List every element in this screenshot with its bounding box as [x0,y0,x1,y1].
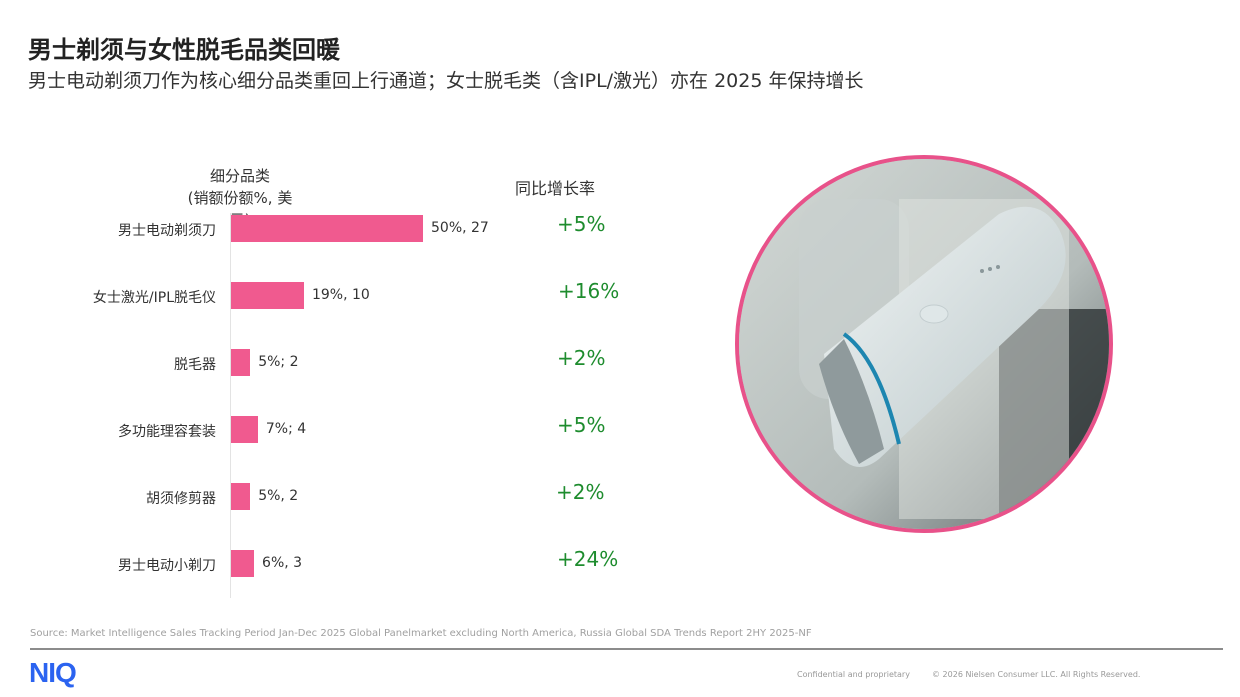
growth-rate: +2% [557,346,606,370]
page-title: 男士剃须与女性脱毛品类回暖 [28,36,340,64]
data-label: 5%, 2 [258,488,299,504]
data-label: 5%; 2 [258,354,299,370]
category-axis [230,213,231,598]
growth-rate: +16% [558,279,620,303]
growth-header: 同比增长率 [515,179,596,198]
bar [231,215,423,242]
growth-rate: +2% [556,480,605,504]
bar [231,349,251,376]
category-label: 胡须修剪器 [146,491,216,507]
confidential-note: Confidential and proprietary [797,670,910,679]
data-label: 7%; 4 [265,421,307,437]
category-label: 男士电动小剃刀 [118,558,216,574]
data-label: 6%, 3 [262,555,303,571]
bar [231,416,258,443]
bar [231,483,251,510]
bar [231,282,304,309]
data-label: 19%, 10 [311,287,370,303]
category-label: 女士激光/IPL脱毛仪 [92,290,216,306]
source-note: Source: Market Intelligence Sales Tracki… [30,628,812,639]
footer-divider [30,648,1223,650]
category-label: 脱毛器 [174,357,216,373]
category-label: 男士电动剃须刀 [118,223,216,239]
page-subtitle: 男士电动剃须刀作为核心细分品类重回上行通道；女士脱毛类（含IPL/激光）亦在 2… [28,70,864,92]
data-label: 50%, 27 [431,220,489,236]
growth-rate: +24% [557,547,619,571]
shaver-image [739,159,1109,529]
product-photo [735,155,1113,533]
bar [231,550,255,577]
category-label: 多功能理容套装 [118,424,216,440]
copyright-note: © 2026 Nielsen Consumer LLC. All Rights … [932,670,1141,679]
growth-rate: +5% [557,212,606,236]
growth-rate: +5% [557,413,606,437]
category-header-line1: 细分品类 [209,167,270,185]
niq-logo: NIQ [29,657,77,688]
